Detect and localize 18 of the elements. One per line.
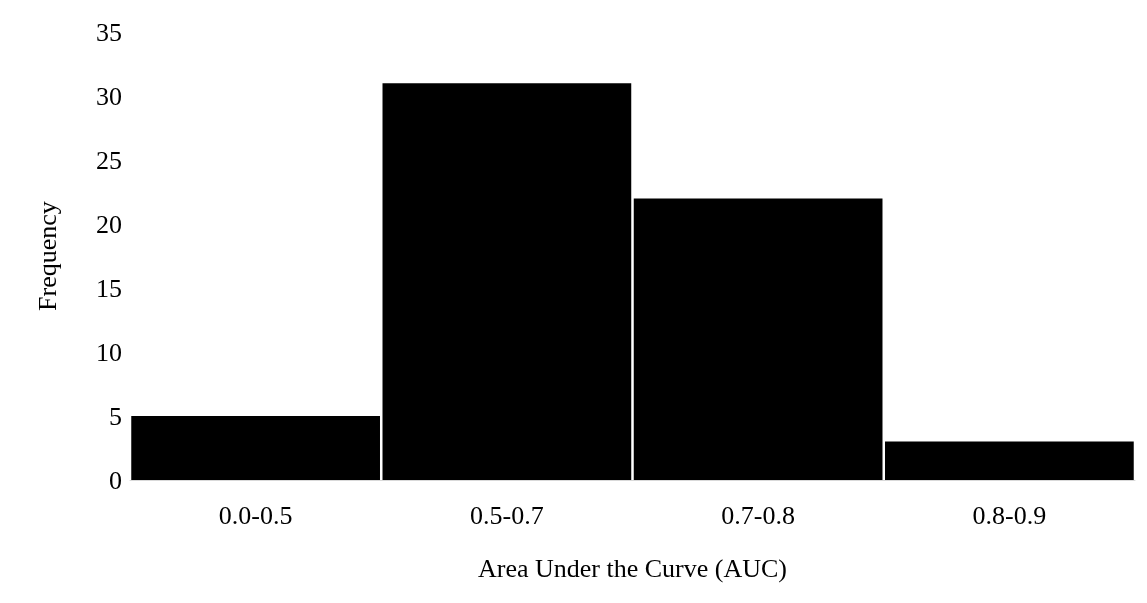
x-tick-label: 0.0-0.5	[218, 500, 293, 530]
x-axis-title: Area Under the Curve (AUC)	[477, 553, 788, 583]
y-tick-label: 0	[109, 465, 122, 495]
y-tick-label: 15	[96, 273, 122, 303]
bar	[885, 441, 1134, 480]
y-tick-label: 25	[96, 145, 122, 175]
y-tick-label: 20	[96, 209, 122, 239]
y-axis-title: Frequency	[32, 201, 62, 311]
y-tick-label: 5	[109, 401, 122, 431]
y-tick-label: 35	[96, 17, 122, 47]
x-tick-label: 0.7-0.8	[721, 500, 795, 530]
y-tick-label: 30	[96, 81, 122, 111]
x-tick-label: 0.5-0.7	[470, 500, 544, 530]
y-tick-label: 10	[96, 337, 122, 367]
bar	[131, 416, 380, 480]
x-tick-label: 0.8-0.9	[972, 500, 1047, 530]
bar	[633, 198, 883, 480]
bar	[382, 83, 632, 480]
